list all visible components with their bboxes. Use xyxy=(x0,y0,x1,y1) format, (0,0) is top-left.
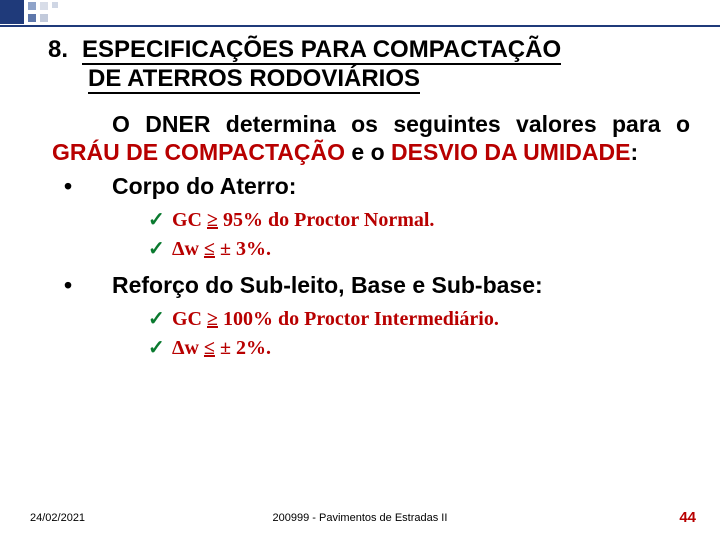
sub-rhs: ± 2%. xyxy=(215,337,271,359)
sub-rel: ≥ xyxy=(207,308,218,330)
footer-course: 200999 - Pavimentos de Estradas II xyxy=(0,512,720,524)
sub-rhs: ± 3%. xyxy=(215,238,271,260)
para-red-2: DESVIO DA UMIDADE xyxy=(391,139,630,165)
sub-list-2: ✓GC ≥ 100% do Proctor Intermediário. ✓Δw… xyxy=(48,305,690,363)
top-rule xyxy=(0,25,720,27)
para-pre: O DNER determina os seguintes valores pa… xyxy=(112,111,690,137)
corner-decoration xyxy=(0,0,140,40)
title-line-1: ESPECIFICAÇÕES PARA COMPACTAÇÃO xyxy=(82,36,561,65)
footer-page-number: 44 xyxy=(679,509,696,526)
sub-rel: ≤ xyxy=(204,238,215,260)
sub-lhs: Δw xyxy=(172,337,204,359)
sub-rel: ≥ xyxy=(207,209,218,231)
bullet-item-1: •Corpo do Aterro: xyxy=(48,173,690,200)
title-line-2: DE ATERROS RODOVIÁRIOS xyxy=(88,65,420,94)
sub-rhs: 95% do Proctor Normal. xyxy=(218,209,434,231)
sub-lhs: GC xyxy=(172,209,207,231)
bullet-label-1: Corpo do Aterro: xyxy=(112,173,296,199)
sub-lhs: Δw xyxy=(172,238,204,260)
sub-rhs: 100% do Proctor Intermediário. xyxy=(218,308,499,330)
sub-lhs: GC xyxy=(172,308,207,330)
bullet-item-2: •Reforço do Sub-leito, Base e Sub-base: xyxy=(48,272,690,299)
section-title: 8.ESPECIFICAÇÕES PARA COMPACTAÇÃO DE ATE… xyxy=(48,36,690,94)
bullet-dot-icon: • xyxy=(64,173,112,200)
sub-item: ✓GC ≥ 100% do Proctor Intermediário. xyxy=(148,305,690,334)
check-icon: ✓ xyxy=(148,206,172,235)
bullet-dot-icon: • xyxy=(64,272,112,299)
sub-item: ✓Δw ≤ ± 3%. xyxy=(148,235,690,264)
sub-item: ✓Δw ≤ ± 2%. xyxy=(148,334,690,363)
bullet-label-2: Reforço do Sub-leito, Base e Sub-base: xyxy=(112,272,543,298)
check-icon: ✓ xyxy=(148,334,172,363)
section-number: 8. xyxy=(48,36,82,65)
intro-paragraph: O DNER determina os seguintes valores pa… xyxy=(48,110,690,168)
slide-content: 8.ESPECIFICAÇÕES PARA COMPACTAÇÃO DE ATE… xyxy=(48,36,690,363)
check-icon: ✓ xyxy=(148,305,172,334)
sub-rel: ≤ xyxy=(204,337,215,359)
para-mid: e o xyxy=(345,139,391,165)
sub-list-1: ✓GC ≥ 95% do Proctor Normal. ✓Δw ≤ ± 3%. xyxy=(48,206,690,264)
footer: 24/02/2021 200999 - Pavimentos de Estrad… xyxy=(0,504,720,524)
check-icon: ✓ xyxy=(148,235,172,264)
para-red-1: GRÁU DE COMPACTAÇÃO xyxy=(52,139,345,165)
sub-item: ✓GC ≥ 95% do Proctor Normal. xyxy=(148,206,690,235)
para-post: : xyxy=(630,139,638,165)
